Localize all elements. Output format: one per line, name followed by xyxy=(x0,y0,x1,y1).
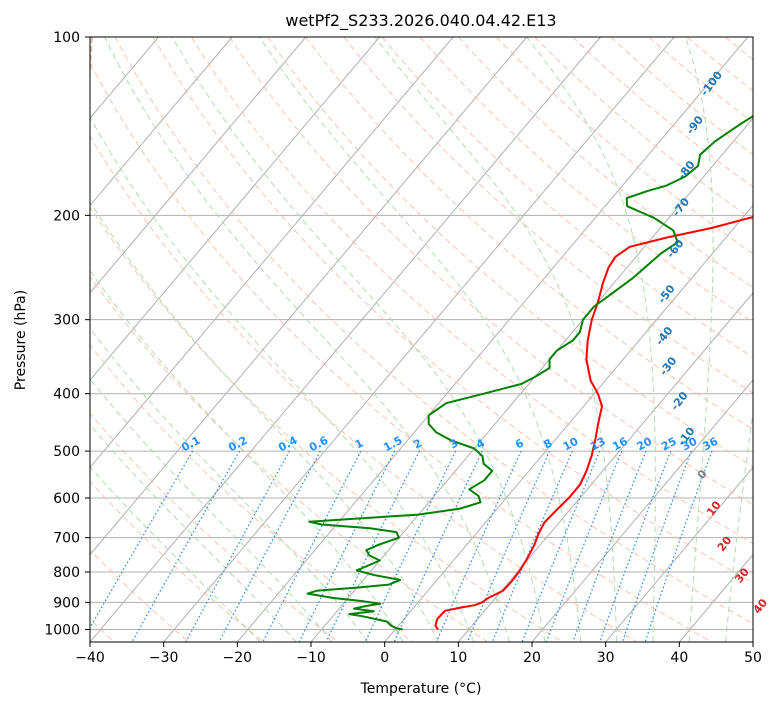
isotherm-line xyxy=(605,466,753,642)
isotherm-line xyxy=(310,117,753,642)
isotherm-line xyxy=(163,37,675,642)
y-axis: 100 200 300 400 500 600 700 800 900 1000 xyxy=(44,30,90,638)
profile-lines xyxy=(306,115,753,631)
moist-adiabat-line xyxy=(90,466,261,642)
mixing-ratio-line xyxy=(131,450,241,642)
y-tick-label: 800 xyxy=(53,565,80,581)
moist-adiabat-line xyxy=(90,116,475,642)
moist-adiabat-line xyxy=(90,327,369,642)
mixing-ratio-line xyxy=(90,450,194,629)
plot-background xyxy=(90,37,753,642)
dry-adiabat-line xyxy=(152,37,753,584)
mixing-ratio-line xyxy=(644,450,713,642)
isotherm-line xyxy=(0,37,11,642)
mixing-ratio-line xyxy=(218,450,321,642)
mixing-ratio-line xyxy=(185,450,291,642)
y-axis-label: Pressure (hPa) xyxy=(13,290,29,390)
mixing-ratio-line xyxy=(621,450,692,642)
dry-adiabat-line xyxy=(572,37,753,188)
mixing-ratio-line xyxy=(435,450,522,642)
x-tick-label: 10 xyxy=(449,650,467,666)
moist-adiabat-line xyxy=(90,201,439,642)
dewpoint-line xyxy=(306,115,753,631)
x-tick-label: 0 xyxy=(380,650,389,666)
dry-adiabat-line xyxy=(419,37,753,323)
reference-arc xyxy=(90,37,93,86)
moist-adiabat-line xyxy=(171,37,546,642)
x-tick-label: −10 xyxy=(296,650,326,666)
moist-adiabat-line xyxy=(685,37,714,642)
x-tick-label: 30 xyxy=(597,650,615,666)
dry-adiabat-line xyxy=(90,61,712,642)
isotherm-line xyxy=(90,37,528,556)
mixing-ratio-label: 16 xyxy=(610,435,630,454)
dry-adiabat-line xyxy=(229,37,753,506)
isotherm-line xyxy=(90,37,454,469)
moist-adiabat-line xyxy=(90,423,297,642)
isotherm-line xyxy=(384,204,753,642)
isotherm-line xyxy=(90,37,233,207)
dry-adiabat-label: 40 xyxy=(751,596,771,616)
chart-title: wetPf2_S233.2026.040.04.42.E13 xyxy=(285,11,556,31)
moist-adiabat-line xyxy=(725,408,753,642)
background-lines xyxy=(0,37,775,642)
isotherm-line xyxy=(531,379,753,642)
x-axis: −40 −30 −20 −10 0 10 20 30 40 50 xyxy=(75,642,762,666)
y-tick-label: 300 xyxy=(53,313,80,329)
dry-adiabat-line xyxy=(457,37,753,289)
moist-adiabat-line xyxy=(526,37,656,642)
isotherm-line xyxy=(90,37,307,294)
y-tick-label: 700 xyxy=(53,531,80,547)
dry-adiabat-line xyxy=(90,412,339,642)
x-tick-label: 20 xyxy=(523,650,541,666)
y-tick-label: 1000 xyxy=(44,622,80,638)
y-tick-label: 500 xyxy=(53,444,80,460)
y-tick-label: 600 xyxy=(53,491,80,507)
plot-frame xyxy=(89,36,754,643)
x-tick-label: 50 xyxy=(744,650,762,666)
moist-adiabat-line xyxy=(374,37,618,642)
mixing-ratio-label: 25 xyxy=(659,435,679,454)
isotherm-line xyxy=(236,37,749,642)
mixing-ratio-line xyxy=(466,450,551,642)
isotherm-line xyxy=(90,37,380,381)
y-tick-label: 400 xyxy=(53,387,80,403)
y-tick-label: 900 xyxy=(53,595,80,611)
mixing-ratio-line xyxy=(325,450,420,642)
dry-adiabat-line xyxy=(305,37,753,431)
isotherm-line xyxy=(90,37,601,642)
isotherm-line xyxy=(457,292,753,642)
mixing-ratio-label: 13 xyxy=(588,435,608,454)
dry-adiabat-line xyxy=(343,37,753,394)
mixing-ratio-label: 36 xyxy=(701,435,721,454)
dry-adiabat-line xyxy=(90,206,563,642)
mixing-ratio-line xyxy=(491,450,573,642)
mixing-ratio-label: 30 xyxy=(680,435,700,454)
y-tick-label: 100 xyxy=(53,30,80,46)
dry-adiabat-line xyxy=(190,37,753,545)
dry-adiabat-line xyxy=(90,135,638,642)
moist-adiabat-line xyxy=(90,269,404,642)
isotherm-line xyxy=(752,641,753,642)
dry-adiabat-line xyxy=(763,37,775,642)
moist-adiabat-line xyxy=(259,37,582,642)
mixing-ratio-label: 20 xyxy=(635,435,655,454)
mixing-ratio-line xyxy=(393,450,483,642)
mixing-ratio-label: 10 xyxy=(561,435,581,454)
temperature-line xyxy=(434,215,753,630)
dry-adiabat-line xyxy=(90,480,264,642)
moist-adiabat-line xyxy=(104,37,510,642)
x-axis-label: Temperature (°C) xyxy=(360,681,482,697)
x-tick-label: −30 xyxy=(149,650,179,666)
moist-adiabat-line xyxy=(90,378,333,642)
x-tick-label: −20 xyxy=(223,650,253,666)
y-tick-label: 200 xyxy=(53,208,80,224)
mixing-ratio-line xyxy=(364,450,457,642)
x-tick-label: 40 xyxy=(670,650,688,666)
x-tick-label: −40 xyxy=(75,650,105,666)
